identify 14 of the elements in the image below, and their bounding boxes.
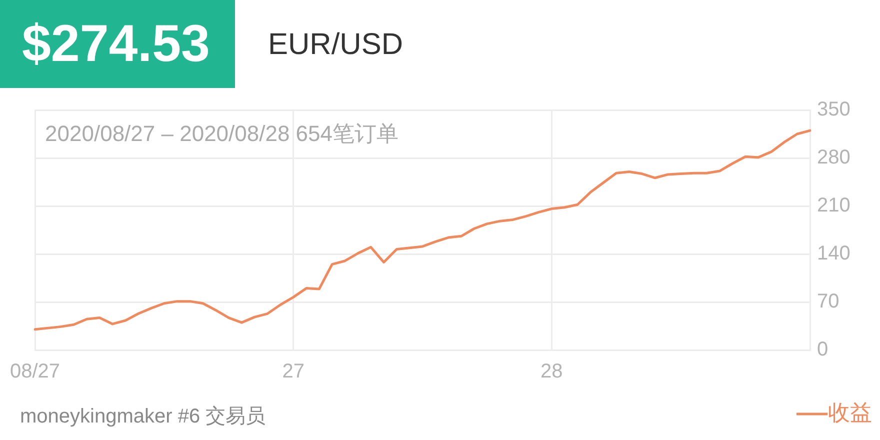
chart-subtitle: EUR/USD [268,28,404,62]
x-tick-label: 28 [540,360,563,383]
annotation: 2020/08/27 – 2020/08/28 654笔订单 [45,121,399,146]
y-tick-label: 140 [817,242,850,265]
chart-title: $274.53 [22,14,210,74]
y-tick-label: 350 [817,98,850,121]
x-tick-label: 08/27 [10,360,60,383]
y-tick-label: 210 [817,194,850,217]
x-tick-label: 27 [282,360,304,383]
y-tick-label: 0 [817,338,828,361]
y-tick-label: 70 [817,290,840,313]
y-tick-label: 280 [817,146,850,169]
legend-label: 收益 [828,400,872,426]
text: moneykingmaker #6 交易员 [20,406,266,428]
